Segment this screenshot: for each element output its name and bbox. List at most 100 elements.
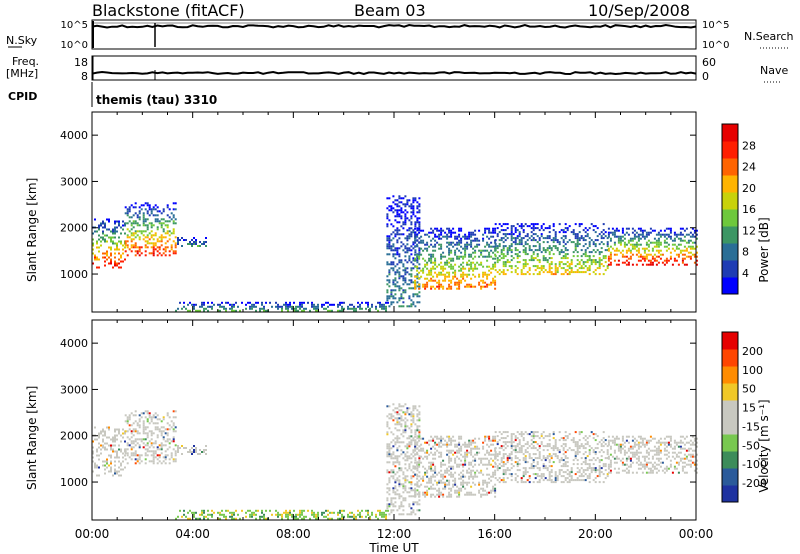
power-echo-cell: [679, 233, 682, 236]
velocity-echo-cell: [492, 439, 495, 442]
power-echo-cell: [470, 265, 473, 268]
power-echo-cell: [641, 233, 644, 236]
power-echo-cell: [494, 279, 497, 282]
velocity-echo-cell: [490, 443, 493, 446]
velocity-echo-cell: [506, 461, 509, 464]
velocity-echo-cell: [233, 511, 235, 514]
velocity-echo-cell: [92, 460, 94, 463]
power-echo-cell: [118, 236, 120, 239]
power-echo-cell: [432, 279, 435, 282]
power-echo-cell: [150, 208, 153, 211]
power-echo-cell: [606, 241, 609, 244]
power-echo-cell: [217, 303, 219, 306]
velocity-echo-cell: [239, 517, 241, 520]
power-echo-cell: [657, 249, 660, 252]
velocity-echo-cell: [568, 475, 571, 478]
velocity-echo-cell: [454, 491, 457, 494]
velocity-echo-cell: [496, 459, 499, 462]
power-echo-cell: [532, 223, 535, 226]
velocity-echo-cell: [514, 449, 517, 452]
power-echo-cell: [160, 254, 163, 257]
velocity-echo-cell: [420, 443, 423, 446]
velocity-echo-cell: [486, 449, 489, 452]
velocity-echo-cell: [416, 437, 419, 440]
velocity-echo-cell: [609, 463, 612, 466]
power-echo-cell: [379, 305, 381, 308]
power-echo-cell: [388, 285, 391, 288]
velocity-echo-cell: [534, 473, 537, 476]
power-echo-cell: [138, 238, 141, 241]
power-echo-cell: [394, 219, 397, 222]
velocity-echo-cell: [112, 440, 114, 443]
velocity-echo-cell: [645, 451, 648, 454]
velocity-echo-cell: [484, 479, 487, 482]
power-echo-cell: [170, 248, 173, 251]
power-echo-cell: [126, 222, 129, 225]
power-echo-cell: [225, 307, 227, 310]
power-echo-cell: [450, 229, 453, 232]
power-echo-cell: [474, 285, 477, 288]
velocity-echo-cell: [430, 481, 433, 484]
velocity-echo-cell: [448, 457, 451, 460]
velocity-echo-cell: [434, 487, 437, 490]
power-echo-cell: [408, 295, 411, 298]
velocity-echo-cell: [124, 430, 127, 433]
velocity-echo-cell: [438, 479, 441, 482]
power-echo-cell: [410, 267, 413, 270]
velocity-echo-cell: [150, 438, 153, 441]
velocity-echo-cell: [412, 471, 415, 474]
velocity-echo-cell: [301, 511, 303, 514]
power-echo-cell: [631, 247, 634, 250]
velocity-echo-cell: [530, 463, 533, 466]
power-echo-cell: [112, 242, 114, 245]
velocity-echo-cell: [100, 432, 102, 435]
power-echo-cell: [416, 265, 419, 268]
velocity-echo-cell: [474, 463, 477, 466]
power-echo-cell: [390, 301, 393, 304]
power-echo-cell: [414, 199, 417, 202]
power-echo-cell: [540, 225, 543, 228]
velocity-echo-cell: [619, 459, 622, 462]
power-echo-cell: [410, 279, 413, 282]
velocity-echo-cell: [438, 489, 441, 492]
velocity-echo-cell: [470, 469, 473, 472]
velocity-echo-cell: [578, 431, 581, 434]
velocity-echo-cell: [492, 473, 495, 476]
velocity-echo-cell: [106, 458, 108, 461]
power-echo-cell: [454, 243, 457, 246]
power-echo-cell: [201, 301, 203, 304]
power-echo-cell: [404, 273, 407, 276]
power-echo-cell: [400, 209, 403, 212]
power-echo-cell: [144, 230, 147, 233]
velocity-echo-cell: [414, 495, 417, 498]
power-echo-cell: [259, 309, 261, 312]
power-echo-cell: [673, 259, 676, 262]
velocity-echo-cell: [430, 495, 433, 498]
velocity-echo-cell: [486, 463, 489, 466]
power-echo-cell: [456, 247, 459, 250]
velocity-echo-cell: [600, 455, 603, 458]
velocity-echo-cell: [683, 453, 686, 456]
velocity-echo-cell: [655, 441, 658, 444]
power-echo-cell: [588, 243, 591, 246]
power-echo-cell: [693, 247, 696, 250]
velocity-echo-cell: [416, 413, 419, 416]
velocity-echo-cell: [404, 497, 407, 500]
power-echo-cell: [594, 263, 597, 266]
power-echo-cell: [229, 307, 231, 310]
power-echo-cell: [390, 207, 393, 210]
power-echo-cell: [659, 249, 662, 252]
velocity-echo-cell: [142, 422, 145, 425]
velocity-echo-cell: [502, 469, 505, 472]
power-echo-cell: [476, 243, 479, 246]
velocity-echo-cell: [508, 473, 511, 476]
velocity-echo-cell: [221, 509, 223, 512]
power-echo-cell: [96, 256, 98, 259]
velocity-echo-cell: [285, 515, 287, 518]
power-echo-cell: [339, 309, 341, 312]
velocity-echo-cell: [140, 416, 143, 419]
power-echo-cell: [414, 281, 417, 284]
power-echo-cell: [179, 239, 181, 241]
velocity-echo-cell: [584, 439, 587, 442]
velocity-echo-cell: [94, 426, 96, 429]
